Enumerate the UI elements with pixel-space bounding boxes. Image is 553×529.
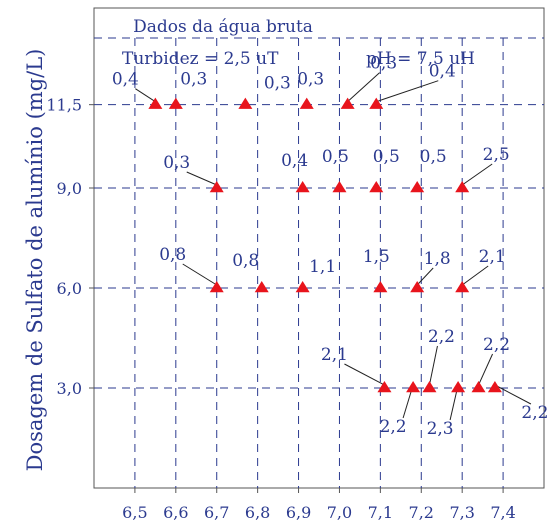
y-tick-label: 3,0 (57, 379, 82, 398)
data-point (471, 381, 486, 393)
label-leader-line (428, 345, 438, 386)
data-label: 0,3 (163, 153, 190, 173)
data-point (406, 381, 421, 393)
x-tick-label: 6,5 (122, 503, 147, 522)
data-label: 2,3 (427, 419, 454, 439)
data-point (455, 181, 470, 193)
data-point (340, 97, 355, 109)
data-label: 2,2 (521, 403, 548, 423)
y-tick-label: 6,0 (57, 279, 82, 298)
x-tick-label: 7,3 (449, 503, 474, 522)
label-leader-line (186, 171, 217, 186)
data-point (332, 181, 347, 193)
data-label: 0,5 (420, 147, 447, 167)
data-label: 2,2 (380, 417, 407, 437)
y-axis-label: Dosagem de Sulfato de alumínio (mg/L) (23, 49, 47, 472)
y-tick-label: 9,0 (57, 179, 82, 198)
plot-frame (93, 7, 545, 489)
x-tick-label: 6,6 (163, 503, 188, 522)
data-point (369, 97, 384, 109)
y-tick-labels: 3,0 6,0 9,0 11,5 (46, 96, 94, 398)
data-point (254, 281, 269, 293)
data-point (148, 97, 163, 109)
data-label: 2,2 (428, 327, 455, 347)
x-tick-label: 7,2 (409, 503, 434, 522)
label-leader-line (344, 363, 385, 386)
data-label: 0,3 (264, 74, 291, 94)
x-tick-label: 6,9 (286, 503, 311, 522)
data-point (410, 181, 425, 193)
grid (94, 37, 544, 488)
data-point (295, 281, 310, 293)
y-tick-label: 11,5 (46, 96, 82, 115)
info-ph: pH = 7,5 uH (366, 49, 475, 69)
data-label: 2,5 (483, 145, 510, 165)
data-point (299, 97, 314, 109)
data-point (487, 381, 502, 393)
x-tick-label: 6,8 (245, 503, 270, 522)
label-leader-line (376, 80, 439, 103)
data-point (209, 281, 224, 293)
data-point (369, 181, 384, 193)
data-label: 2,1 (479, 247, 506, 267)
data-label: 0,4 (281, 151, 308, 171)
label-leader-line (494, 384, 532, 405)
data-point (451, 381, 466, 393)
data-label: 1,8 (424, 249, 451, 269)
data-label: 1,1 (309, 257, 336, 277)
data-label: 0,3 (297, 70, 324, 90)
data-point (377, 381, 392, 393)
data-label: 0,5 (373, 147, 400, 167)
x-tick-label: 6,7 (204, 503, 229, 522)
label-leader-line (135, 88, 156, 103)
label-leader-line (347, 72, 380, 103)
label-leader-line (478, 353, 494, 386)
data-point (209, 181, 224, 193)
data-label: 2,1 (321, 345, 348, 365)
x-tick-label: 7,4 (490, 503, 515, 522)
info-heading: Dados da água bruta (133, 17, 313, 37)
data-label: 2,2 (483, 335, 510, 355)
x-tick-label: 7,1 (368, 503, 393, 522)
data-label: 0,5 (322, 147, 349, 167)
data-point (373, 281, 388, 293)
label-leader-line (461, 163, 493, 186)
x-tick-label: 7,0 (327, 503, 352, 522)
label-leaders (135, 72, 532, 421)
data-label: 0,8 (232, 251, 259, 271)
data-label: 0,8 (159, 245, 186, 265)
data-point (455, 281, 470, 293)
data-point (295, 181, 310, 193)
data-label: 0,3 (180, 70, 207, 90)
data-label: 0,4 (112, 70, 139, 90)
data-markers (148, 97, 502, 393)
label-leader-line (461, 265, 489, 286)
data-point (168, 97, 183, 109)
data-label: 0,3 (370, 54, 397, 74)
info-turbidity: Turbidez = 2,5 uT (122, 49, 279, 69)
data-point (238, 97, 253, 109)
label-leader-line (416, 267, 434, 286)
data-point (410, 281, 425, 293)
data-label: 1,5 (363, 247, 390, 267)
label-leader-line (182, 263, 217, 286)
data-label: 0,4 (429, 62, 456, 82)
data-point (422, 381, 437, 393)
x-tick-labels: 6,5 6,6 6,7 6,8 6,9 7,0 7,1 7,2 7,3 7,4 (122, 488, 516, 522)
data-labels: 0,4 0,3 0,3 0,3 0,3 0,4 0,3 0,4 0,5 0,5 0,5 2,5 0,8 0… (112, 54, 549, 439)
